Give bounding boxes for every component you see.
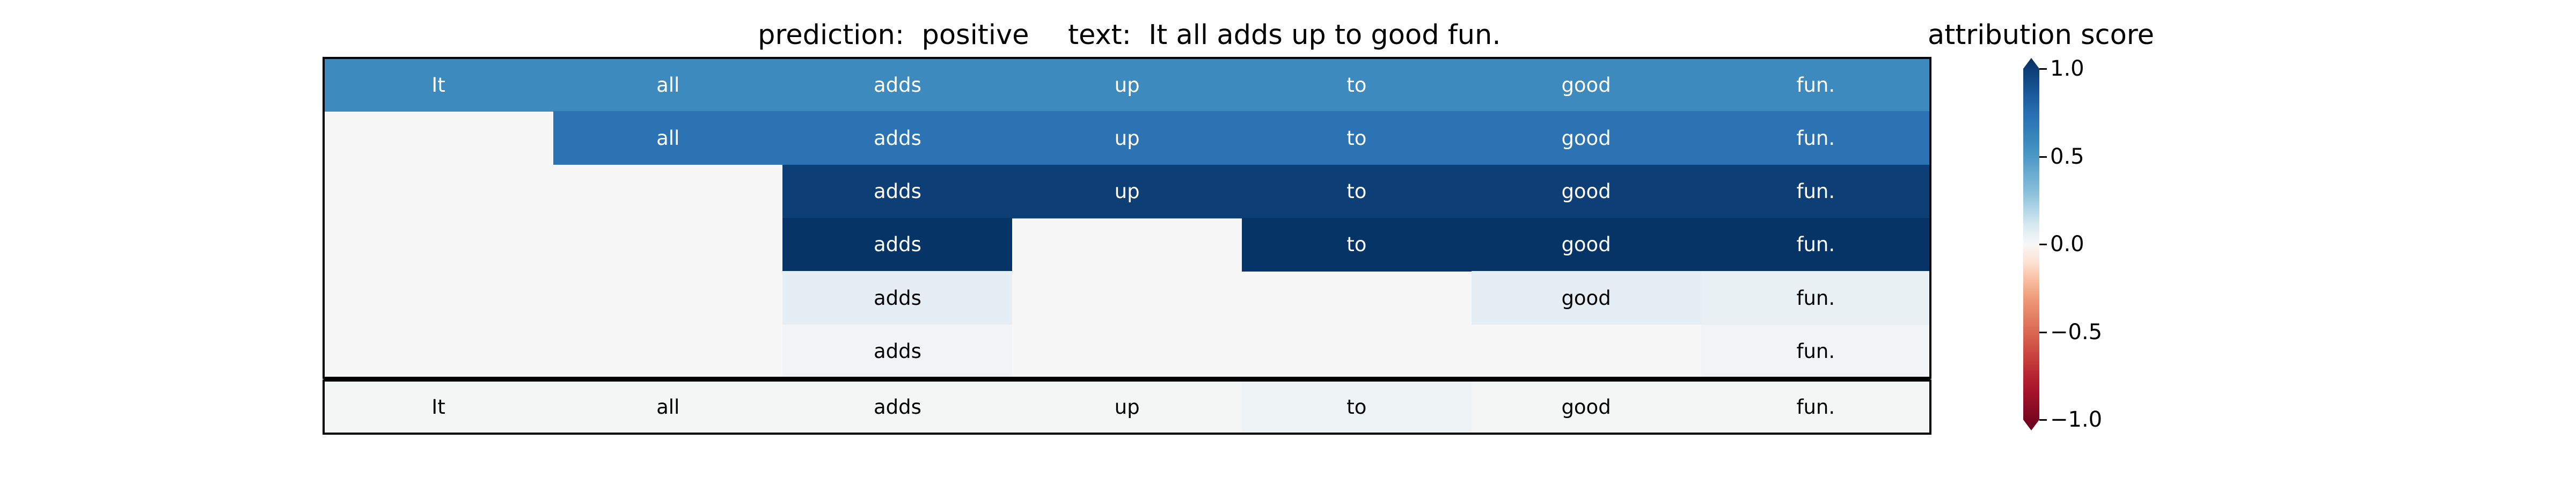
token-cell: to bbox=[1241, 380, 1472, 434]
heatmap-cell: fun. bbox=[1701, 271, 1931, 325]
heatmap-cell: up bbox=[1012, 58, 1242, 112]
colorbar-tick-label: −0.5 bbox=[2050, 319, 2103, 345]
heatmap-cell: fun. bbox=[1701, 324, 1931, 378]
heatmap-cell: good bbox=[1471, 111, 1701, 165]
heatmap-cell: good bbox=[1471, 58, 1701, 112]
colorbar-tick bbox=[2039, 331, 2047, 333]
heatmap-cell: adds bbox=[782, 217, 1013, 272]
heatmap-cell: all bbox=[553, 58, 783, 112]
heatmap-cell: adds bbox=[782, 58, 1013, 112]
colorbar-tick bbox=[2039, 156, 2047, 158]
colorbar-tick-label: 0.5 bbox=[2050, 144, 2084, 169]
heatmap-cell: up bbox=[1012, 111, 1242, 165]
token-cell: good bbox=[1471, 380, 1701, 434]
heatmap-cell: fun. bbox=[1701, 164, 1931, 218]
heatmap-cell: to bbox=[1241, 164, 1472, 218]
heatmap-cell: adds bbox=[782, 111, 1013, 165]
heatmap-cell: adds bbox=[782, 324, 1013, 378]
token-cell: fun. bbox=[1701, 380, 1931, 434]
heatmap-cell: It bbox=[324, 58, 553, 112]
text-title: text: It all adds up to good fun. bbox=[1068, 19, 1501, 51]
token-cell: It bbox=[324, 380, 553, 434]
colorbar-tick bbox=[2039, 244, 2047, 245]
heatmap-cell: to bbox=[1241, 111, 1472, 165]
token-row-separator bbox=[324, 377, 1930, 380]
colorbar-tick-label: −1.0 bbox=[2050, 407, 2103, 432]
colorbar-tick bbox=[2039, 419, 2047, 421]
heatmap-cell: good bbox=[1471, 217, 1701, 272]
heatmap-cell: fun. bbox=[1701, 217, 1931, 272]
heatmap-cell: adds bbox=[782, 164, 1013, 218]
heatmap-cell: to bbox=[1241, 58, 1472, 112]
attribution-heatmap: It all adds up to good fun. all adds up to good fun.… bbox=[323, 57, 1931, 435]
heatmap-cell: fun. bbox=[1701, 111, 1931, 165]
colorbar-tick-label: 0.0 bbox=[2050, 232, 2084, 257]
heatmap-cell: adds bbox=[782, 271, 1013, 325]
heatmap-cell: good bbox=[1471, 271, 1701, 325]
prediction-title: prediction: positive bbox=[758, 19, 1029, 51]
colorbar-gradient bbox=[2023, 58, 2039, 430]
heatmap-cell: up bbox=[1012, 164, 1242, 218]
colorbar-tick-label: 1.0 bbox=[2050, 56, 2084, 81]
heatmap-cell: fun. bbox=[1701, 58, 1931, 112]
heatmap-cell: all bbox=[553, 111, 783, 165]
colorbar bbox=[2023, 58, 2039, 430]
token-cell: up bbox=[1012, 380, 1242, 434]
token-cell: adds bbox=[782, 380, 1013, 434]
colorbar-tick bbox=[2039, 68, 2047, 70]
heatmap-cell: to bbox=[1241, 217, 1472, 272]
token-cell: all bbox=[553, 380, 783, 434]
colorbar-title: attribution score bbox=[1928, 19, 2155, 51]
heatmap-cell: good bbox=[1471, 164, 1701, 218]
